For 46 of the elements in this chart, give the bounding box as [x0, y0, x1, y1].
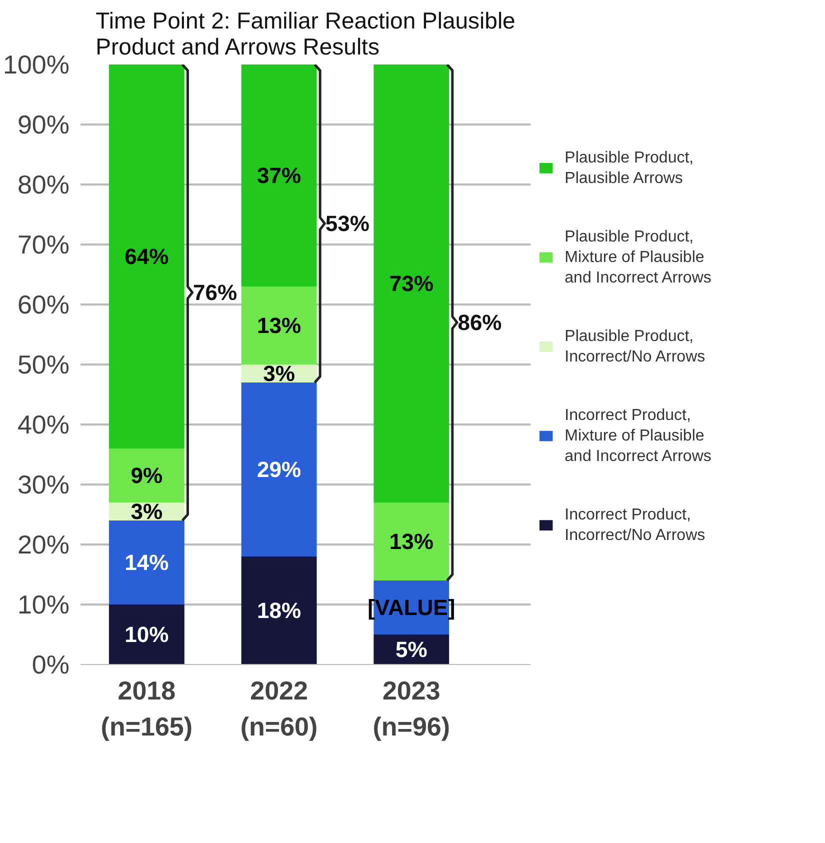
- bar: [108, 604, 184, 664]
- data-label: 10%: [124, 622, 169, 647]
- data-label: 9%: [130, 463, 163, 488]
- legend-label: Incorrect Product, Mixture of Plausible and Incorrect Arrows: [564, 407, 712, 465]
- data-label: 13%: [389, 529, 434, 554]
- data-label: 37%: [257, 163, 302, 188]
- bar: [108, 64, 184, 448]
- y-tick-label: 90%: [17, 110, 70, 140]
- chart-title: Time Point 2: Familiar Reaction Plausible Product and Arrows Results: [96, 8, 516, 60]
- x-tick-label: 2023 (n=96): [372, 676, 450, 742]
- data-label: 64%: [124, 244, 169, 269]
- legend-label: Plausible Product, Plausible Arrows: [564, 149, 694, 187]
- y-tick-label: 0%: [32, 650, 70, 680]
- data-label: 29%: [257, 457, 302, 482]
- annotation: 86%: [458, 310, 502, 335]
- data-label: 13%: [257, 313, 302, 338]
- annotation: 76%: [193, 280, 238, 305]
- y-tick-label: 10%: [17, 590, 70, 620]
- legend-label: Plausible Product, Mixture of Plausible and Incorrect Arrows: [564, 228, 712, 286]
- data-label: 3%: [130, 499, 163, 524]
- y-tick-label: 40%: [17, 410, 70, 440]
- bar: [108, 520, 184, 604]
- data-label: 73%: [389, 271, 434, 296]
- y-tick-label: 50%: [17, 350, 70, 380]
- data-label: 14%: [124, 550, 169, 575]
- bar: [241, 382, 317, 556]
- data-label: 18%: [257, 598, 302, 623]
- data-label: 5%: [395, 637, 428, 662]
- y-tick-label: 30%: [17, 470, 70, 500]
- legend-label: Plausible Product, Incorrect/No Arrows: [564, 328, 706, 366]
- y-tick-label: 70%: [17, 230, 70, 260]
- x-tick-label: 2018 (n=165): [100, 676, 193, 742]
- annotation: 53%: [325, 211, 370, 236]
- y-tick-label: 80%: [17, 170, 70, 200]
- y-tick-label: 60%: [17, 290, 70, 320]
- bar: [241, 286, 317, 364]
- bar: [108, 448, 184, 502]
- bar: [241, 556, 317, 664]
- data-label: 3%: [263, 361, 295, 386]
- bar: [374, 64, 450, 502]
- x-tick-label: 2022 (n=60): [240, 676, 318, 742]
- bar: [374, 502, 450, 580]
- bar: [241, 64, 317, 286]
- y-tick-label: 20%: [17, 530, 70, 560]
- legend-label: Incorrect Product, Incorrect/No Arrows: [564, 506, 706, 544]
- y-tick-label: 100%: [3, 50, 70, 80]
